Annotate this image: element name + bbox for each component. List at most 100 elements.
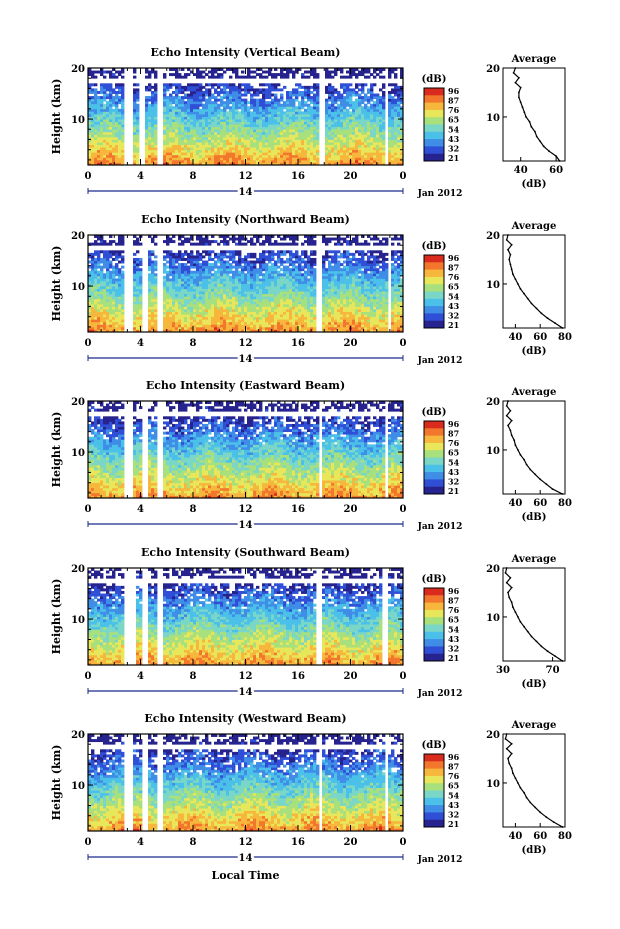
heatmap-cell bbox=[166, 314, 170, 318]
heatmap-cell bbox=[133, 136, 137, 140]
heatmap-cell bbox=[367, 144, 371, 148]
heatmap-cell bbox=[109, 93, 113, 97]
heatmap-cell bbox=[295, 298, 299, 302]
profile-title: Average bbox=[511, 54, 557, 65]
heatmap-cell bbox=[199, 291, 203, 295]
heatmap-cell bbox=[208, 88, 212, 92]
heatmap-cell bbox=[295, 321, 299, 325]
heatmap-cell bbox=[361, 119, 365, 122]
heatmap-cell bbox=[316, 101, 320, 105]
heatmap-cell bbox=[370, 129, 374, 133]
heatmap-cell bbox=[262, 293, 266, 297]
heatmap-cell bbox=[91, 326, 95, 330]
heatmap-cell bbox=[277, 321, 281, 325]
heatmap-cell bbox=[106, 139, 110, 143]
heatmap-cell bbox=[199, 113, 203, 117]
heatmap-cell bbox=[361, 111, 365, 115]
heatmap-cell bbox=[232, 298, 236, 302]
heatmap-cell bbox=[331, 113, 335, 117]
heatmap-cell bbox=[352, 68, 356, 71]
heatmap-cell bbox=[118, 85, 122, 89]
heatmap-cell bbox=[313, 88, 317, 92]
heatmap-cell bbox=[205, 326, 209, 330]
heatmap-cell bbox=[88, 329, 92, 333]
heatmap-cell bbox=[286, 319, 290, 323]
profile-x-tick-label: 60 bbox=[549, 165, 563, 176]
heatmap-cell bbox=[235, 126, 239, 130]
heatmap-cell bbox=[154, 88, 158, 92]
heatmap-cell bbox=[229, 108, 233, 112]
heatmap-cell bbox=[310, 154, 314, 158]
heatmap-cell bbox=[244, 149, 248, 153]
heatmap-cell bbox=[109, 286, 113, 289]
heatmap-cell bbox=[364, 288, 368, 292]
heatmap-cell bbox=[217, 152, 221, 156]
heatmap-cell bbox=[316, 147, 320, 151]
heatmap-cell bbox=[178, 288, 182, 292]
heatmap-cell bbox=[280, 108, 284, 112]
heatmap-cell bbox=[133, 116, 137, 120]
heatmap-cell bbox=[313, 288, 317, 292]
heatmap-cell bbox=[247, 126, 251, 130]
heatmap-cell bbox=[175, 147, 179, 151]
heatmap-cell bbox=[241, 162, 245, 166]
heatmap-cell bbox=[253, 90, 257, 94]
heatmap-cell bbox=[208, 324, 212, 328]
heatmap-cell bbox=[388, 98, 392, 102]
heatmap-cell bbox=[211, 303, 215, 307]
heatmap-cell bbox=[400, 316, 404, 320]
heatmap-cell bbox=[370, 321, 374, 325]
x-tick-label: 4 bbox=[137, 171, 144, 182]
heatmap-cell bbox=[262, 154, 266, 158]
heatmap-cell bbox=[268, 296, 272, 300]
heatmap-cell bbox=[313, 119, 317, 122]
heatmap-cell bbox=[169, 316, 173, 320]
heatmap-cell bbox=[106, 101, 110, 105]
heatmap-cell bbox=[274, 85, 278, 89]
heatmap-cell bbox=[187, 293, 191, 297]
heatmap-cell bbox=[307, 296, 311, 300]
heatmap-cell bbox=[106, 108, 110, 112]
heatmap-cell bbox=[238, 309, 242, 312]
heatmap-cell bbox=[148, 116, 152, 120]
heatmap-cell bbox=[283, 85, 287, 89]
heatmap-cell bbox=[193, 326, 197, 330]
heatmap-cell bbox=[388, 103, 392, 107]
heatmap-cell bbox=[115, 139, 119, 143]
heatmap-cell bbox=[220, 121, 224, 125]
heatmap-cell bbox=[94, 116, 98, 120]
heatmap-cell bbox=[241, 311, 245, 315]
heatmap-cell bbox=[283, 116, 287, 120]
heatmap-cell bbox=[205, 286, 209, 289]
heatmap-cell bbox=[301, 116, 305, 120]
heatmap-cell bbox=[367, 298, 371, 302]
heatmap-cell bbox=[226, 98, 230, 102]
heatmap-cell bbox=[202, 113, 206, 117]
heatmap-cell bbox=[145, 134, 149, 138]
heatmap-cell bbox=[382, 301, 386, 305]
heatmap-cell bbox=[88, 324, 92, 328]
heatmap-cell bbox=[193, 136, 197, 140]
heatmap-cell bbox=[118, 108, 122, 112]
heatmap-cell bbox=[259, 73, 263, 77]
heatmap-cell bbox=[238, 111, 242, 115]
heatmap-cell bbox=[229, 288, 233, 292]
heatmap-cell bbox=[304, 286, 308, 289]
heatmap-cell bbox=[292, 139, 296, 143]
heatmap-cell bbox=[268, 291, 272, 295]
heatmap-cell bbox=[181, 298, 185, 302]
heatmap-cell bbox=[394, 101, 398, 105]
heatmap-cell bbox=[202, 134, 206, 138]
heatmap-cell bbox=[265, 316, 269, 320]
heatmap-cell bbox=[103, 93, 107, 97]
heatmap-cell bbox=[379, 101, 383, 105]
heatmap-cell bbox=[151, 301, 155, 305]
heatmap-cell bbox=[118, 283, 122, 287]
heatmap-cell bbox=[220, 113, 224, 117]
heatmap-cell bbox=[220, 134, 224, 138]
heatmap-cell bbox=[355, 142, 359, 145]
heatmap-cell bbox=[175, 288, 179, 292]
heatmap-cell bbox=[91, 303, 95, 307]
heatmap-cell bbox=[304, 126, 308, 130]
heatmap-cell bbox=[220, 103, 224, 107]
